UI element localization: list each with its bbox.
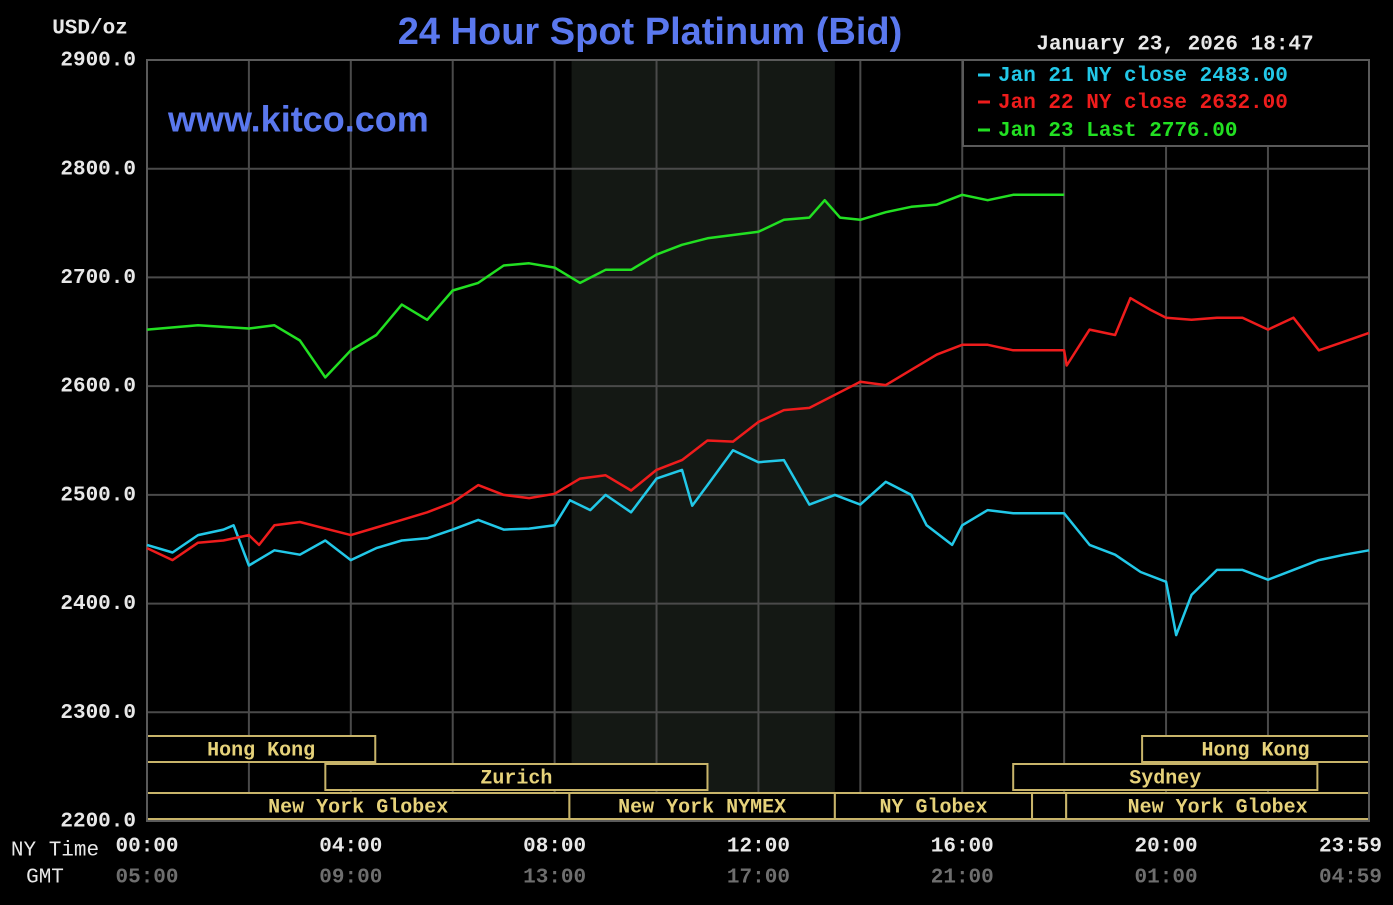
x-tick-label: 12:00 xyxy=(727,836,790,859)
chart-title: 24 Hour Spot Platinum (Bid) xyxy=(398,11,903,53)
y-tick-label: 2900.0 xyxy=(60,50,136,73)
x2-tick-label: 17:00 xyxy=(727,867,790,890)
y-tick-label: 2200.0 xyxy=(60,811,136,834)
legend-entry: Jan 21 NY close 2483.00 xyxy=(998,65,1288,88)
x2-tick-label: 13:00 xyxy=(523,867,586,890)
session-box xyxy=(1141,735,1371,763)
watermark: www.kitco.com xyxy=(167,99,429,140)
legend-value: 2483.00 xyxy=(1200,65,1288,88)
x-tick-label: 08:00 xyxy=(523,836,586,859)
y-tick-label: 2800.0 xyxy=(60,158,136,181)
session-label: NY Globex xyxy=(879,796,987,819)
legend-name: Jan 22 NY close xyxy=(998,92,1187,115)
session-box xyxy=(146,735,377,763)
y-tick-label: 2600.0 xyxy=(60,376,136,399)
price-line xyxy=(146,193,1065,379)
session-label: Hong Kong xyxy=(1202,739,1310,762)
session-label: New York NYMEX xyxy=(618,796,786,819)
shaded-region xyxy=(571,60,835,821)
date: January 23, 2026 18:47 xyxy=(1036,34,1313,57)
session-box xyxy=(568,792,836,820)
session-box xyxy=(324,763,709,791)
session-label: New York Globex xyxy=(268,796,448,819)
x-tick-label: 16:00 xyxy=(931,836,994,859)
x2-tick-label: 09:00 xyxy=(319,867,382,890)
session-label: Zurich xyxy=(480,767,552,790)
y-tick-label: 2500.0 xyxy=(60,484,136,507)
x-axis-label: NY Time xyxy=(11,840,99,863)
x2-tick-label: 04:59 xyxy=(1319,867,1382,890)
legend-name: Jan 21 NY close xyxy=(998,65,1187,88)
x-tick-label: 00:00 xyxy=(115,836,178,859)
legend-name: Jan 23 Last xyxy=(998,120,1137,143)
y-tick-label: 2300.0 xyxy=(60,702,136,725)
x2-tick-label: 21:00 xyxy=(931,867,994,890)
session-box xyxy=(1012,763,1319,791)
session-box xyxy=(1031,792,1068,820)
session-label: Sydney xyxy=(1129,767,1201,790)
price-line xyxy=(146,296,1370,562)
session-box xyxy=(1065,792,1370,820)
legend-entry: Jan 22 NY close 2632.00 xyxy=(998,92,1288,115)
legend-box xyxy=(962,59,1370,147)
x2-axis-label: GMT xyxy=(26,867,64,890)
price-line xyxy=(146,449,1370,637)
y-tick-label: 2400.0 xyxy=(60,593,136,616)
session-label: Hong Kong xyxy=(207,739,315,762)
x2-tick-label: 05:00 xyxy=(115,867,178,890)
y-axis-label: USD/oz xyxy=(52,18,128,41)
plot-frame xyxy=(146,59,1370,822)
x-tick-label: 23:59 xyxy=(1319,836,1382,859)
legend-entry: Jan 23 Last 2776.00 xyxy=(998,120,1237,143)
legend-value: 2776.00 xyxy=(1149,120,1237,143)
legend-value: 2632.00 xyxy=(1200,92,1288,115)
x2-tick-label: 01:00 xyxy=(1135,867,1198,890)
x-tick-label: 04:00 xyxy=(319,836,382,859)
y-tick-label: 2700.0 xyxy=(60,267,136,290)
session-label: New York Globex xyxy=(1128,796,1308,819)
x-tick-label: 20:00 xyxy=(1135,836,1198,859)
